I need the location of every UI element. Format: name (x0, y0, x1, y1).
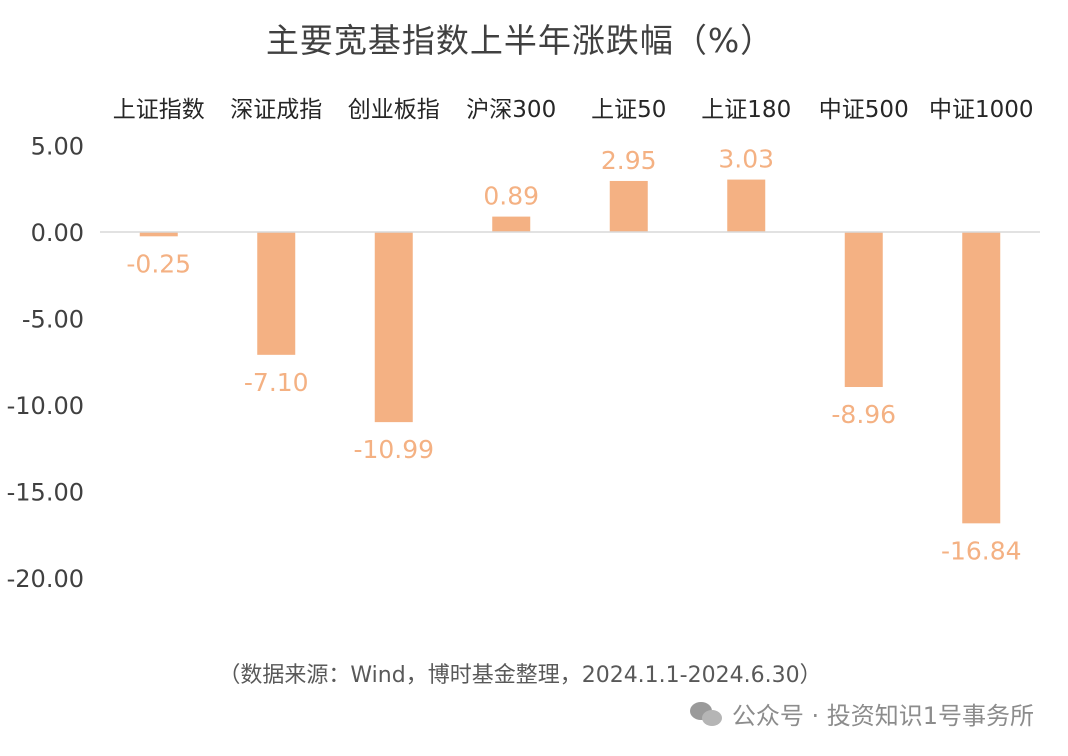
category-label: 上证180 (701, 97, 791, 123)
y-tick-label: -15.00 (7, 479, 84, 507)
bar (962, 232, 1001, 524)
y-tick-label: 0.00 (31, 219, 84, 247)
data-label: -16.84 (941, 536, 1022, 565)
data-label: 3.03 (718, 145, 774, 174)
category-label: 沪深300 (466, 97, 556, 123)
bar (609, 180, 648, 232)
y-tick-label: -10.00 (7, 392, 84, 420)
bar (139, 232, 178, 237)
bar (492, 216, 531, 232)
wechat-icon (689, 700, 724, 728)
bar (844, 232, 883, 388)
watermark-text: 公众号 · 投资知识1号事务所 (731, 702, 1034, 730)
chart-title: 主要宽基指数上半年涨跌幅（%） (265, 21, 775, 60)
bar (374, 232, 413, 423)
category-label: 上证50 (591, 97, 666, 123)
data-label: -10.99 (353, 435, 434, 464)
data-source-note: （数据来源：Wind，博时基金整理，2024.1.1-2024.6.30） (218, 663, 822, 688)
category-label: 深证成指 (230, 97, 322, 123)
category-label: 中证1000 (929, 97, 1034, 123)
category-label: 创业板指 (348, 97, 440, 123)
y-tick-label: -5.00 (22, 306, 84, 334)
data-label: -8.96 (831, 400, 896, 429)
data-label: -7.10 (244, 368, 309, 397)
data-label: 2.95 (601, 146, 657, 175)
bar (727, 179, 766, 232)
bar-chart: 5.00 0.00 -5.00 -10.00 -15.00 -20.00 上证指数 -0.25… (7, 97, 1040, 593)
watermark: 公众号 · 投资知识1号事务所 (689, 696, 1034, 731)
data-label: -0.25 (126, 249, 191, 278)
category-label: 上证指数 (113, 97, 205, 123)
y-tick-label: 5.00 (31, 133, 84, 161)
y-tick-label: -20.00 (7, 565, 84, 593)
category-label: 中证500 (819, 97, 909, 123)
data-label: 0.89 (483, 182, 539, 211)
bar (257, 232, 296, 355)
